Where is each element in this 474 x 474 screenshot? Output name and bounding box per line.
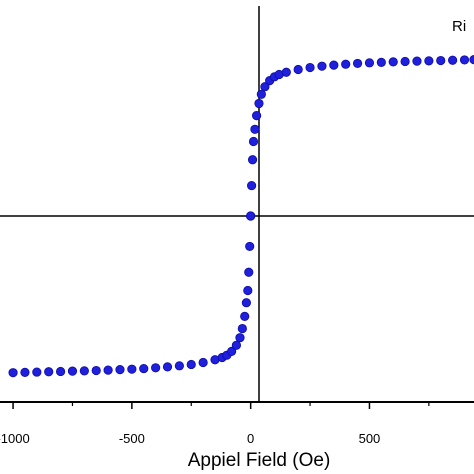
x-axis-title: Appiel Field (Oe) bbox=[188, 450, 331, 471]
data-point bbox=[20, 367, 30, 377]
x-tick-label: -500 bbox=[119, 431, 145, 446]
x-tick-label: -1000 bbox=[0, 431, 30, 446]
data-point bbox=[317, 61, 327, 71]
data-point bbox=[254, 98, 264, 109]
data-point bbox=[329, 60, 339, 70]
data-point bbox=[44, 367, 54, 377]
data-point bbox=[252, 111, 262, 121]
data-point bbox=[245, 241, 255, 252]
data-point bbox=[235, 333, 245, 343]
x-ticks: -1000 -500 0 500 bbox=[0, 402, 430, 446]
data-point bbox=[227, 346, 237, 356]
data-point bbox=[260, 82, 270, 92]
data-point bbox=[436, 55, 446, 66]
data-point bbox=[139, 363, 149, 374]
data-point bbox=[174, 361, 184, 371]
data-point bbox=[424, 56, 434, 66]
data-point bbox=[376, 57, 386, 67]
data-point bbox=[127, 364, 137, 374]
legend-label: Ri bbox=[452, 18, 466, 35]
data-points bbox=[8, 55, 474, 378]
data-point bbox=[293, 64, 303, 75]
data-point bbox=[352, 58, 363, 69]
data-point bbox=[459, 55, 470, 65]
data-point bbox=[256, 89, 266, 99]
data-point bbox=[388, 57, 398, 67]
data-point bbox=[32, 367, 42, 377]
data-point bbox=[67, 366, 78, 376]
data-point bbox=[241, 298, 251, 308]
data-point bbox=[412, 56, 422, 66]
data-point bbox=[247, 180, 257, 191]
data-point bbox=[240, 311, 250, 321]
data-point bbox=[91, 365, 101, 376]
data-point bbox=[198, 357, 208, 368]
data-point bbox=[103, 365, 113, 375]
data-point bbox=[151, 363, 161, 373]
axes bbox=[0, 6, 474, 403]
data-point bbox=[247, 155, 258, 165]
data-point bbox=[341, 59, 351, 69]
data-point bbox=[364, 58, 375, 68]
data-point bbox=[250, 124, 260, 134]
data-point bbox=[248, 136, 259, 147]
data-point bbox=[79, 366, 89, 376]
x-tick-label: 500 bbox=[359, 431, 381, 446]
data-point bbox=[448, 55, 458, 65]
data-point bbox=[469, 55, 474, 65]
data-point bbox=[231, 340, 242, 350]
x-tick-label: 0 bbox=[247, 431, 254, 446]
data-point bbox=[237, 323, 247, 334]
data-point bbox=[243, 285, 253, 296]
data-point bbox=[400, 56, 410, 67]
data-point bbox=[162, 362, 173, 372]
data-point bbox=[281, 67, 291, 77]
data-point bbox=[246, 211, 256, 221]
data-point bbox=[244, 267, 254, 277]
data-point bbox=[8, 368, 18, 378]
data-point bbox=[115, 365, 125, 375]
data-point bbox=[305, 62, 315, 73]
data-point bbox=[186, 359, 196, 370]
data-point bbox=[55, 366, 66, 377]
